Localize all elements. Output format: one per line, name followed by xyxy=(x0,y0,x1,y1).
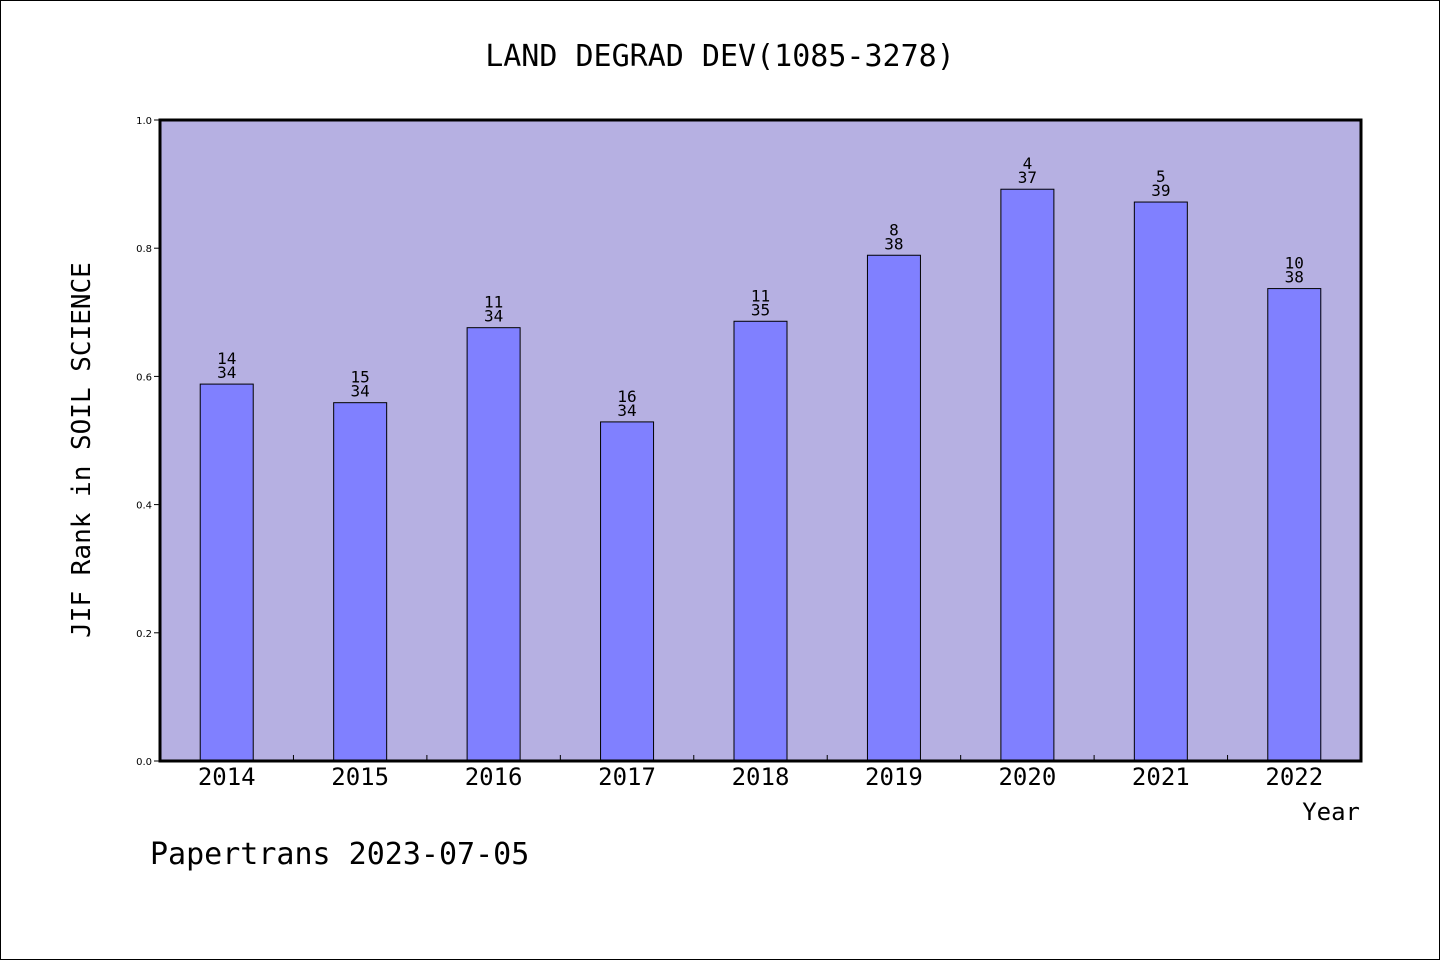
bar-2020 xyxy=(1000,188,1055,762)
x-tick-label: 2014 xyxy=(198,763,256,791)
bars xyxy=(199,188,1322,762)
bar-2014 xyxy=(199,383,254,762)
bar-total-label: 34 xyxy=(617,401,636,420)
x-tick-label: 2021 xyxy=(1132,763,1190,791)
bar-2022 xyxy=(1267,288,1322,762)
y-tick-label: 0.2 xyxy=(136,629,152,640)
x-tick-label: 2020 xyxy=(998,763,1056,791)
y-tick-label: 0.8 xyxy=(136,244,152,255)
bar-rank-label: 5 xyxy=(1156,167,1166,186)
bar-rank-label: 4 xyxy=(1023,154,1033,173)
bar-rank-label: 11 xyxy=(751,286,770,305)
y-tick-label: 0.0 xyxy=(136,757,152,768)
x-tick-label: 2016 xyxy=(465,763,523,791)
bar-2015 xyxy=(333,402,388,762)
bar-2017 xyxy=(600,421,655,762)
x-axis-ticks: 2014 2015 2016 2017 2018 2019 2020 2021 2022 xyxy=(198,755,1323,791)
bar-total-label: 38 xyxy=(1285,268,1304,287)
bar-total-label: 38 xyxy=(884,234,903,253)
bar-rank-label: 15 xyxy=(351,368,370,387)
footer-watermark: Papertrans 2023-07-05 xyxy=(150,837,529,872)
bar-total-label: 34 xyxy=(217,363,236,382)
bar-total-label: 34 xyxy=(484,307,503,326)
x-tick-label: 2015 xyxy=(331,763,389,791)
bar-total-label: 34 xyxy=(351,382,370,401)
bar-2016 xyxy=(466,327,521,762)
chart-title: LAND DEGRAD DEV(1085-3278) xyxy=(485,39,955,74)
x-axis-label: Year xyxy=(1302,798,1360,826)
bar-total-label: 37 xyxy=(1018,168,1037,187)
bar-2021 xyxy=(1133,201,1188,762)
y-axis-ticks: 0.0 0.2 0.4 0.6 0.8 1.0 xyxy=(136,116,160,768)
bar-total-label: 35 xyxy=(751,300,770,319)
bar-2019 xyxy=(866,254,921,762)
x-tick-label: 2019 xyxy=(865,763,923,791)
y-tick-label: 0.6 xyxy=(136,372,152,383)
x-tick-label: 2022 xyxy=(1265,763,1323,791)
bar-rank-label: 10 xyxy=(1285,254,1304,273)
y-axis-label: JIF Rank in SOIL SCIENCE xyxy=(67,262,97,638)
bar-rank-label: 11 xyxy=(484,293,503,312)
bar-rank-label: 14 xyxy=(217,349,236,368)
bar-rank-label: 16 xyxy=(617,387,636,406)
y-tick-label: 0.4 xyxy=(136,501,152,512)
plot-border xyxy=(158,118,1363,763)
x-tick-label: 2018 xyxy=(732,763,790,791)
x-tick-label: 2017 xyxy=(598,763,656,791)
bar-rank-label: 8 xyxy=(889,220,899,239)
bar-2018 xyxy=(733,320,788,762)
y-tick-label: 1.0 xyxy=(136,116,152,127)
bar-total-label: 39 xyxy=(1151,181,1170,200)
